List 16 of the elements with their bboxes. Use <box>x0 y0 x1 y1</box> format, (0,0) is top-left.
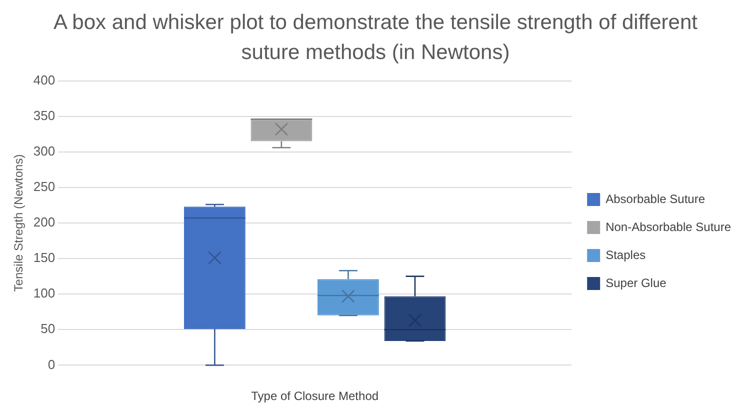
y-tick-label: 200 <box>33 214 56 230</box>
y-tick-label: 50 <box>40 321 56 336</box>
legend-label: Staples <box>606 248 646 262</box>
y-tick-label: 0 <box>48 356 56 372</box>
y-tick-label: 350 <box>33 108 56 123</box>
y-tick-label: 150 <box>33 250 56 266</box>
x-axis-title: Type of Closure Method <box>251 389 379 404</box>
legend-label: Super Glue <box>606 276 667 290</box>
chart-title: A box and whisker plot to demonstrate the tensile strength of different suture methods (in Newtons) <box>52 10 698 66</box>
y-tick-label: 400 <box>33 72 56 88</box>
legend-label: Absorbable Suture <box>606 192 706 206</box>
y-tick-label: 300 <box>33 143 56 158</box>
legend-label: Non-Absorbable Suture <box>606 220 732 234</box>
y-axis-title: Tensile Stregth (Newtons) <box>12 154 26 292</box>
y-tick-label: 100 <box>33 286 56 301</box>
y-tick-label: 250 <box>33 179 56 194</box>
